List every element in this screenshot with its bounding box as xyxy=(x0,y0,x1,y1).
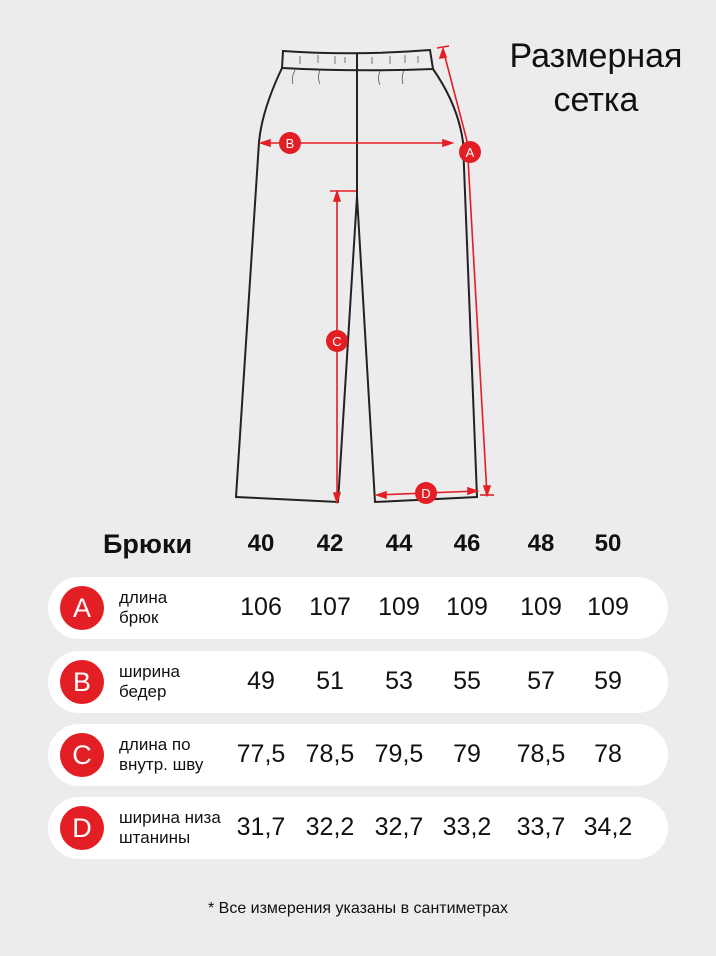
cell-value: 78,5 xyxy=(305,740,355,768)
row-label: ширина низа штанины xyxy=(119,808,221,848)
cell-value: 59 xyxy=(594,667,622,695)
cell-value: 77,5 xyxy=(236,740,286,768)
cell-value: 51 xyxy=(316,667,344,695)
measurement-markers: A B C D xyxy=(279,132,481,504)
pants-outline xyxy=(234,48,479,504)
cell-value: 57 xyxy=(527,667,555,695)
size-header: 50 xyxy=(594,530,622,557)
footnote: * Все измерения указаны в сантиметрах xyxy=(207,900,509,917)
cell-value: 31,7 xyxy=(236,813,286,841)
cell-value: 107 xyxy=(309,593,351,621)
cell-value: 33,7 xyxy=(516,813,566,841)
cell-value: 32,7 xyxy=(374,813,424,841)
size-header: 40 xyxy=(247,530,275,557)
svg-text:D: D xyxy=(421,486,430,501)
marker-b: B xyxy=(279,132,301,154)
svg-text:A: A xyxy=(466,145,475,160)
title-line-1: Размерная xyxy=(509,37,683,75)
page-title: Размерная сетка xyxy=(470,34,716,122)
cell-value: 55 xyxy=(453,667,481,695)
size-header: 46 xyxy=(453,530,481,557)
row-label: длина по внутр. шву xyxy=(119,735,203,775)
size-header: 42 xyxy=(316,530,344,557)
waistband-gathers xyxy=(291,55,419,86)
row-label-line: длина по xyxy=(119,735,191,754)
cell-value: 34,2 xyxy=(583,813,633,841)
title-line-2: сетка xyxy=(553,81,639,119)
svg-text:B: B xyxy=(286,136,295,151)
row-badge: A xyxy=(60,586,104,630)
row-label: ширина бедер xyxy=(119,662,180,702)
cell-value: 106 xyxy=(240,593,282,621)
cell-value: 33,2 xyxy=(442,813,492,841)
row-label-line: ширина xyxy=(119,662,180,681)
cell-value: 109 xyxy=(378,593,420,621)
row-label-line: бедер xyxy=(119,682,167,701)
cell-value: 109 xyxy=(587,593,629,621)
row-label-line: внутр. шву xyxy=(119,755,204,774)
marker-d: D xyxy=(415,482,437,504)
product-name: Брюки xyxy=(103,529,193,559)
cell-value: 109 xyxy=(446,593,488,621)
row-label: длина брюк xyxy=(119,588,167,628)
cell-value: 78,5 xyxy=(516,740,566,768)
marker-a: A xyxy=(459,141,481,163)
row-label-line: длина xyxy=(119,588,168,607)
row-badge: D xyxy=(60,806,104,850)
cell-value: 109 xyxy=(520,593,562,621)
pants-diagram: A B C D xyxy=(234,45,494,505)
cell-value: 49 xyxy=(247,667,275,695)
size-header: 44 xyxy=(385,530,413,557)
cell-value: 78 xyxy=(594,740,622,768)
row-badge: B xyxy=(60,660,104,704)
cell-value: 53 xyxy=(385,667,413,695)
row-label-line: ширина низа xyxy=(119,808,221,827)
row-label-line: штанины xyxy=(119,828,191,847)
measurement-lines xyxy=(258,45,494,505)
cell-value: 32,2 xyxy=(305,813,355,841)
row-badge: C xyxy=(60,733,104,777)
row-label-line: брюк xyxy=(119,608,159,627)
cell-value: 79 xyxy=(453,740,481,768)
marker-c: C xyxy=(326,330,348,352)
cell-value: 79,5 xyxy=(374,740,424,768)
size-header: 48 xyxy=(527,530,555,557)
svg-text:C: C xyxy=(332,334,341,349)
